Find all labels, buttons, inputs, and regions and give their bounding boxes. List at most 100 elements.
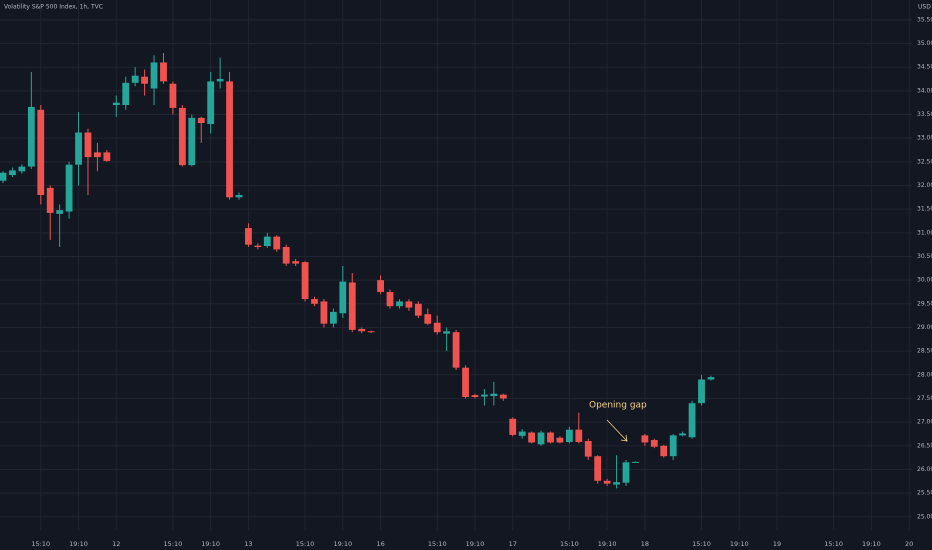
x-tick-label: 15:10 <box>31 540 50 548</box>
x-tick-label: 17 <box>509 540 517 548</box>
candle-body <box>103 152 111 161</box>
y-tick-label: 27.00 <box>917 419 932 426</box>
candle-body <box>443 331 451 334</box>
candle-body <box>613 482 620 485</box>
currency-label: USD <box>918 4 931 11</box>
y-tick-label: 25.50 <box>917 490 932 497</box>
chart-title: Volatility S&P 500 Index, 1h, TVC <box>4 4 103 11</box>
candle-body <box>348 282 356 330</box>
candle-body <box>263 236 271 247</box>
candle-body <box>141 76 149 84</box>
candle-body <box>178 107 186 166</box>
candle-body <box>556 437 564 443</box>
y-tick-label: 33.00 <box>917 135 932 142</box>
candle-body <box>679 433 687 436</box>
candle-body <box>75 132 82 165</box>
y-tick-label: 35.00 <box>917 40 932 47</box>
candle-body <box>9 170 16 176</box>
x-tick-label: 12 <box>112 540 120 548</box>
x-tick-label: 15:10 <box>164 540 183 548</box>
y-tick-label: 32.50 <box>917 158 932 165</box>
candle-body <box>160 62 167 82</box>
candle-body <box>660 445 668 457</box>
candle-body <box>358 328 366 332</box>
candle-body <box>329 311 337 324</box>
candle-body <box>414 303 422 316</box>
candle-body <box>131 75 139 83</box>
candle-body <box>641 435 649 443</box>
x-tick-label: 15:10 <box>428 540 447 548</box>
candle-body <box>339 281 347 314</box>
candle-body <box>386 291 394 307</box>
candle-body <box>377 280 384 292</box>
candle-body <box>150 62 158 89</box>
y-tick-label: 30.50 <box>917 253 932 260</box>
y-tick-label: 28.00 <box>917 371 932 378</box>
grid <box>0 0 912 530</box>
annotation-arrow <box>606 419 628 442</box>
candle-body <box>27 106 35 167</box>
candles <box>0 53 715 489</box>
candle-body <box>207 81 215 124</box>
y-tick-label: 31.50 <box>917 206 932 213</box>
candle-body <box>698 379 705 404</box>
x-tick-label: 19:10 <box>730 540 749 548</box>
candle-body <box>603 480 611 484</box>
x-tick-label: 15:10 <box>692 540 711 548</box>
y-tick-label: 26.00 <box>917 466 932 473</box>
candle-body <box>0 172 7 181</box>
candle-body <box>452 332 460 368</box>
candle-body <box>367 331 375 333</box>
x-tick-label: 15:10 <box>824 540 843 548</box>
candle-body <box>622 462 630 483</box>
candle-body <box>688 403 696 438</box>
candle-body <box>669 435 677 457</box>
candle-body <box>169 83 177 108</box>
candle-body <box>273 236 281 250</box>
candle-body <box>499 394 507 399</box>
candle-body <box>632 461 639 463</box>
candle-body <box>188 117 196 166</box>
candle-body <box>65 164 73 212</box>
candle-body <box>56 210 64 214</box>
candle-body <box>282 247 290 264</box>
x-tick-label: 19:10 <box>862 540 881 548</box>
x-tick-label: 15:10 <box>560 540 579 548</box>
candle-body <box>490 393 498 397</box>
candle-body <box>18 166 26 172</box>
candle-body <box>216 79 224 82</box>
candle-body <box>650 440 658 447</box>
x-tick-label: 20 <box>905 540 913 548</box>
y-tick-label: 26.50 <box>917 442 932 449</box>
candle-body <box>94 152 101 158</box>
candle-body <box>584 441 592 457</box>
candle-body <box>292 261 300 264</box>
x-tick-label: 19:10 <box>201 540 220 548</box>
candle-body <box>528 432 536 443</box>
x-tick-label: 19 <box>773 540 781 548</box>
candle-body <box>37 109 45 195</box>
candle-body <box>537 432 545 445</box>
candle-body <box>707 377 715 380</box>
x-tick-label: 19:10 <box>466 540 485 548</box>
candle-body <box>311 299 318 304</box>
y-tick-label: 30.00 <box>917 277 932 284</box>
candle-body <box>396 301 403 307</box>
y-tick-label: 28.50 <box>917 348 932 355</box>
y-tick-label: 34.50 <box>917 64 932 71</box>
y-tick-label: 32.00 <box>917 182 932 189</box>
candle-body <box>112 102 120 106</box>
candle-body <box>405 301 413 308</box>
y-tick-label: 25.00 <box>917 513 932 520</box>
candle-body <box>254 245 262 248</box>
candle-body <box>84 132 92 158</box>
candle-body <box>320 301 328 324</box>
candle-body <box>46 187 54 213</box>
x-tick-label: 19:10 <box>598 540 617 548</box>
candle-body <box>518 431 526 436</box>
candle-body <box>122 82 130 106</box>
annotation-text: Opening gap <box>589 401 647 411</box>
candle-body <box>197 117 205 124</box>
